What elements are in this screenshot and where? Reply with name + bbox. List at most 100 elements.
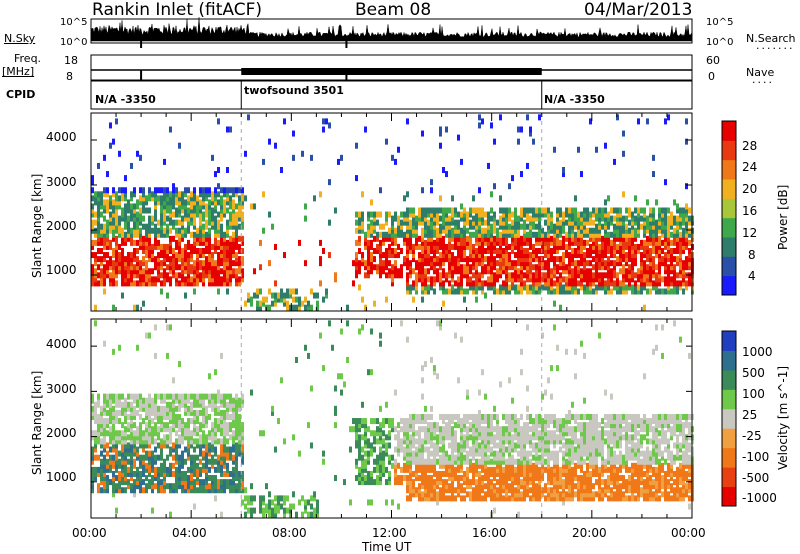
heatmap-cell — [388, 248, 391, 254]
heatmap-cell — [226, 466, 229, 473]
heatmap-cell — [667, 114, 670, 121]
heatmap-cell — [688, 215, 691, 222]
heatmap-cell — [379, 211, 382, 218]
heatmap-cell — [199, 470, 202, 477]
heatmap-cell — [214, 418, 217, 425]
heatmap-cell — [661, 219, 664, 226]
heatmap-cell — [394, 446, 397, 453]
heatmap-cell — [151, 397, 154, 404]
heatmap-cell — [421, 483, 424, 490]
heatmap-cell — [577, 248, 580, 254]
heatmap-cell — [358, 418, 361, 425]
heatmap-cell — [544, 260, 547, 267]
heatmap-cell — [124, 280, 127, 287]
heatmap-cell — [499, 264, 502, 271]
heatmap-cell — [517, 479, 520, 486]
heatmap-cell — [640, 207, 643, 214]
heatmap-cell — [241, 458, 244, 465]
cpid-segment-label: twofsound 3501 — [244, 84, 344, 97]
heatmap-cell — [487, 223, 490, 230]
heatmap-cell — [163, 227, 166, 234]
heatmap-cell — [433, 483, 436, 490]
heatmap-cell — [121, 211, 124, 218]
heatmap-cell — [94, 446, 97, 453]
heatmap-cell — [445, 248, 448, 254]
heatmap-cell — [412, 442, 415, 449]
heatmap-cell — [424, 430, 427, 437]
heatmap-cell — [154, 458, 157, 465]
heatmap-cell — [613, 215, 616, 222]
heatmap-cell — [580, 268, 583, 275]
heatmap-cell — [442, 215, 445, 222]
heatmap-cell — [136, 409, 139, 416]
heatmap-cell — [433, 215, 436, 222]
heatmap-cell — [517, 462, 520, 469]
heatmap-cell — [115, 219, 118, 226]
heatmap-cell — [388, 268, 391, 275]
heatmap-cell — [178, 413, 181, 420]
heatmap-cell — [490, 434, 493, 441]
heatmap-cell — [166, 223, 169, 230]
heatmap-cell — [145, 276, 148, 283]
heatmap-cell — [391, 219, 394, 226]
heatmap-cell — [358, 422, 361, 429]
heatmap-cell — [649, 248, 652, 254]
heatmap-cell — [139, 475, 142, 482]
heatmap-cell — [91, 223, 94, 230]
heatmap-cell — [121, 260, 124, 267]
heatmap-cell — [241, 215, 244, 222]
heatmap-cell — [220, 203, 223, 210]
heatmap-cell — [136, 248, 139, 254]
heatmap-cell — [358, 454, 361, 461]
heatmap-cell — [166, 401, 169, 408]
heatmap-cell — [103, 231, 106, 238]
heatmap-cell — [652, 207, 655, 214]
heatmap-cell — [463, 288, 466, 295]
heatmap-cell — [163, 252, 166, 259]
heatmap-cell — [187, 243, 190, 250]
heatmap-cell — [202, 191, 205, 198]
heatmap-cell — [112, 276, 115, 283]
heatmap-cell — [451, 195, 454, 202]
heatmap-cell — [169, 511, 172, 518]
heatmap-cell — [538, 272, 541, 279]
heatmap-cell — [214, 438, 217, 445]
heatmap-cell — [514, 276, 517, 283]
heatmap-cell — [94, 276, 97, 283]
heatmap-cell — [553, 264, 556, 271]
heatmap-cell — [229, 203, 232, 210]
heatmap-cell — [112, 223, 115, 230]
heatmap-cell — [406, 243, 409, 250]
heatmap-cell — [112, 487, 115, 494]
heatmap-cell — [481, 248, 484, 254]
heatmap-cell — [355, 264, 358, 271]
heatmap-cell — [442, 479, 445, 486]
heatmap-cell — [427, 434, 430, 441]
heatmap-cell — [496, 268, 499, 275]
heatmap-cell — [427, 227, 430, 234]
heatmap-cell — [109, 401, 112, 408]
heatmap-cell — [418, 426, 421, 433]
heatmap-cell — [148, 195, 151, 202]
heatmap-cell — [154, 191, 157, 198]
heatmap-cell — [91, 466, 94, 473]
heatmap-cell — [460, 466, 463, 473]
heatmap-cell — [553, 231, 556, 238]
heatmap-cell — [220, 442, 223, 449]
heatmap-cell — [112, 235, 115, 242]
heatmap-cell — [508, 426, 511, 433]
heatmap-cell — [511, 264, 514, 271]
heatmap-cell — [571, 256, 574, 263]
heatmap-cell — [91, 227, 94, 234]
heatmap-cell — [190, 418, 193, 425]
heatmap-cell — [160, 466, 163, 473]
heatmap-cell — [196, 252, 199, 259]
heatmap-cell — [253, 292, 256, 299]
heatmap-cell — [427, 483, 430, 490]
heatmap-cell — [595, 239, 598, 246]
heatmap-cell — [97, 438, 100, 445]
heatmap-cell — [652, 280, 655, 287]
heatmap-cell — [460, 231, 463, 238]
heatmap-cell — [379, 422, 382, 429]
heatmap-cell — [121, 272, 124, 279]
